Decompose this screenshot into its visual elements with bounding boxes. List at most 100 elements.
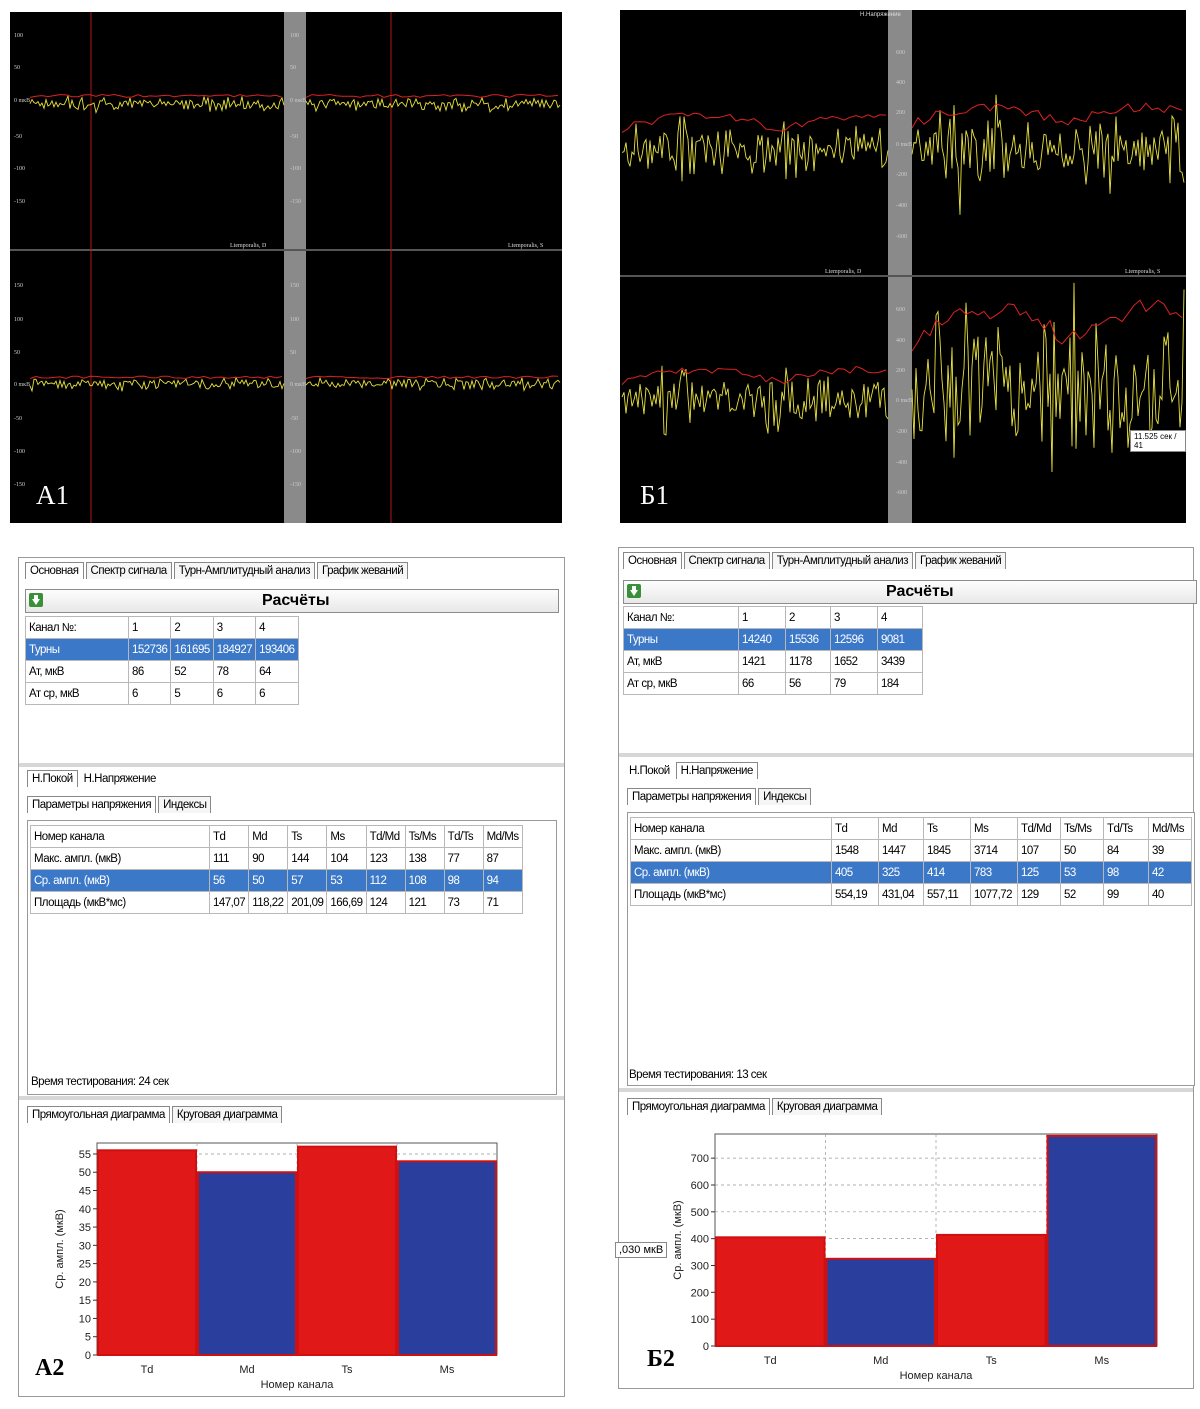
table-cell[interactable]: 111 [208, 847, 250, 870]
table-cell[interactable]: 56 [785, 672, 831, 695]
table-cell[interactable]: 1447 [878, 839, 924, 862]
table-cell[interactable]: 3714 [970, 839, 1018, 862]
column-header[interactable]: 3 [830, 606, 878, 629]
table-cell[interactable]: 1652 [830, 650, 878, 673]
table-row[interactable]: Площадь (мкВ*мс) 147,07 118,22 201,09 166,69… [30, 891, 523, 914]
row-label[interactable]: Площадь (мкВ*мс) [30, 891, 210, 914]
column-header[interactable]: Номер канала [30, 825, 210, 848]
table-cell[interactable]: 1178 [785, 650, 831, 673]
column-header[interactable]: 1 [738, 606, 786, 629]
tab-tension-params[interactable]: Параметры напряжения [627, 788, 757, 805]
column-header[interactable]: Td/Md [365, 825, 406, 848]
splitter[interactable] [19, 763, 564, 767]
tab-indices[interactable]: Индексы [158, 796, 212, 813]
tab-pie-chart[interactable]: Круговая диаграмма [171, 1106, 283, 1123]
table-cell[interactable]: 57 [287, 869, 328, 892]
row-label[interactable]: Ат, мкВ [25, 660, 129, 683]
column-header[interactable]: Td [208, 825, 250, 848]
table-cell[interactable]: 84 [1103, 839, 1149, 862]
table-row[interactable]: Макс. ампл. (мкВ) 1548 1447 1845 3714 107 50 84… [630, 839, 1192, 862]
column-header[interactable]: Ts/Ms [1060, 817, 1104, 840]
table-cell[interactable]: 66 [738, 672, 786, 695]
arrow-down-icon[interactable] [29, 593, 43, 607]
table-cell[interactable]: 6 [255, 682, 299, 705]
table-row[interactable]: Ср. ампл. (мкВ) 405 325 414 783 125 53 98 42 [630, 861, 1192, 884]
table-cell[interactable]: 94 [482, 869, 523, 892]
tab-indices[interactable]: Индексы [758, 788, 812, 805]
table-cell[interactable]: 123 [365, 847, 406, 870]
splitter[interactable] [19, 1096, 564, 1100]
table-cell[interactable]: 166,69 [326, 891, 367, 914]
tab-bar-chart[interactable]: Прямоугольная диаграмма [627, 1098, 770, 1115]
column-header[interactable]: Md [878, 817, 924, 840]
table-cell[interactable]: 184927 [212, 638, 257, 661]
table-cell[interactable]: 121 [404, 891, 445, 914]
column-header[interactable]: 2 [785, 606, 831, 629]
table-cell[interactable]: 152736 [127, 638, 172, 661]
table-cell[interactable]: 193406 [255, 638, 299, 661]
table-cell[interactable]: 79 [830, 672, 878, 695]
table-cell[interactable]: 53 [1060, 861, 1104, 884]
table-cell[interactable]: 86 [127, 660, 172, 683]
table-cell[interactable]: 783 [970, 861, 1018, 884]
table-cell[interactable]: 129 [1017, 883, 1061, 906]
table-cell[interactable]: 50 [1060, 839, 1104, 862]
table-cell[interactable]: 108 [404, 869, 445, 892]
table-cell[interactable]: 12596 [830, 628, 878, 651]
column-header[interactable]: 1 [127, 616, 172, 639]
column-header[interactable]: Md/Ms [482, 825, 523, 848]
table-cell[interactable]: 52 [1060, 883, 1104, 906]
table-cell[interactable]: 112 [365, 869, 406, 892]
table-cell[interactable]: 73 [443, 891, 484, 914]
table-cell[interactable]: 53 [326, 869, 367, 892]
tab-main[interactable]: Основная [25, 562, 84, 579]
table-cell[interactable]: 107 [1017, 839, 1061, 862]
column-header[interactable]: 4 [255, 616, 299, 639]
tab-tension[interactable]: Н.Напряжение [83, 773, 157, 785]
table-row[interactable]: Площадь (мкВ*мс) 554,19 431,04 557,11 1077,7… [630, 883, 1192, 906]
column-header[interactable]: Ts [923, 817, 971, 840]
table-cell[interactable]: 71 [482, 891, 523, 914]
column-header[interactable]: Номер канала [630, 817, 832, 840]
table-cell[interactable]: 56 [208, 869, 250, 892]
row-label[interactable]: Макс. ампл. (мкВ) [630, 839, 832, 862]
tab-chewing-graph[interactable]: График жеваний [316, 562, 409, 579]
table-cell[interactable]: 124 [365, 891, 406, 914]
row-label[interactable]: Ат, мкВ [623, 650, 739, 673]
row-label[interactable]: Ат ср, мкВ [25, 682, 129, 705]
column-header[interactable]: Ts/Ms [404, 825, 445, 848]
row-label[interactable]: Ср. ампл. (мкВ) [30, 869, 210, 892]
tab-chewing-graph[interactable]: График жеваний [914, 552, 1007, 569]
table-row[interactable]: Турны 152736 161695 184927 193406 [25, 638, 299, 661]
row-label[interactable]: Ср. ампл. (мкВ) [630, 861, 832, 884]
table-cell[interactable]: 554,19 [831, 883, 879, 906]
column-header[interactable]: Td/Md [1017, 817, 1061, 840]
table-cell[interactable]: 161695 [170, 638, 214, 661]
table-cell[interactable]: 1421 [738, 650, 786, 673]
column-header[interactable]: 4 [877, 606, 923, 629]
table-row[interactable]: Турны 14240 15536 12596 9081 [623, 628, 923, 651]
table-cell[interactable]: 6 [212, 682, 257, 705]
table-cell[interactable]: 42 [1148, 861, 1192, 884]
table-cell[interactable]: 118,22 [248, 891, 289, 914]
column-header[interactable]: Td/Ts [1103, 817, 1149, 840]
column-header[interactable]: Td [831, 817, 879, 840]
tab-turn-amplitude[interactable]: Турн-Амплитудный анализ [771, 552, 913, 569]
table-cell[interactable]: 431,04 [878, 883, 924, 906]
table-cell[interactable]: 40 [1148, 883, 1192, 906]
row-label[interactable]: Турны [623, 628, 739, 651]
table-row[interactable]: Ат, мкВ 1421 1178 1652 3439 [623, 650, 923, 673]
table-cell[interactable]: 98 [1103, 861, 1149, 884]
table-row[interactable]: Ат, мкВ 86 52 78 64 [25, 660, 299, 683]
row-label[interactable]: Макс. ампл. (мкВ) [30, 847, 210, 870]
table-cell[interactable]: 9081 [877, 628, 923, 651]
table-cell[interactable]: 104 [326, 847, 367, 870]
table-cell[interactable]: 78 [212, 660, 257, 683]
table-cell[interactable]: 125 [1017, 861, 1061, 884]
table-row[interactable]: Макс. ампл. (мкВ) 111 90 144 104 123 138 77 87 [30, 847, 523, 870]
tab-turn-amplitude[interactable]: Турн-Амплитудный анализ [173, 562, 315, 579]
table-cell[interactable]: 3439 [877, 650, 923, 673]
table-cell[interactable]: 1548 [831, 839, 879, 862]
table-cell[interactable]: 405 [831, 861, 879, 884]
column-header[interactable]: Ts [287, 825, 328, 848]
